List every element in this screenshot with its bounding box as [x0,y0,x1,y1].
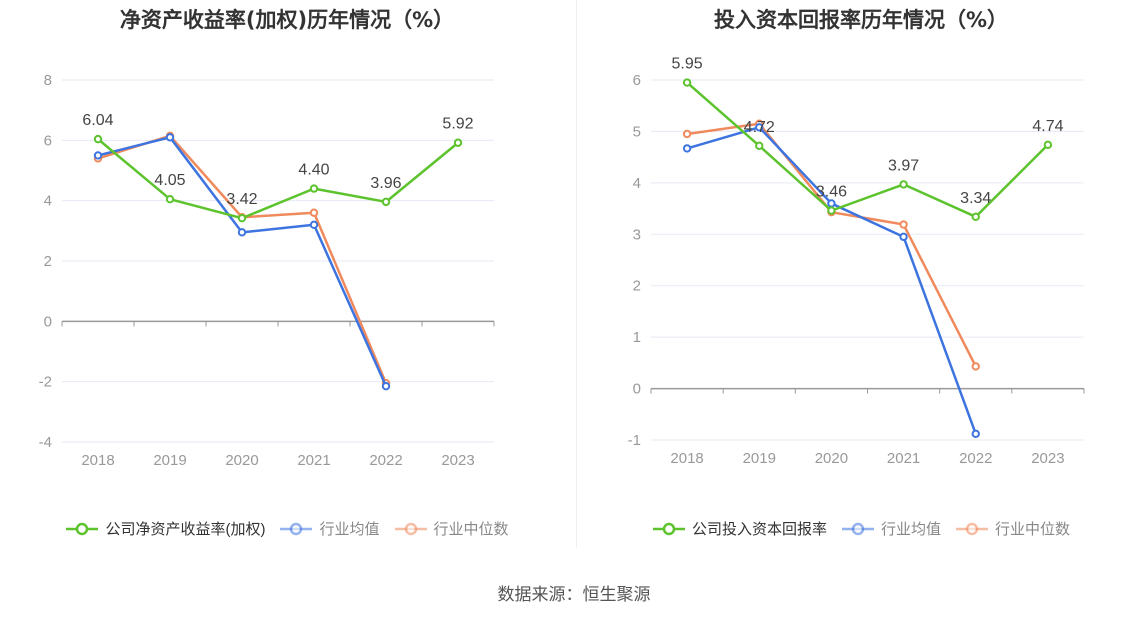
y-tick-label: -2 [39,374,52,391]
x-tick-label: 2023 [1031,450,1064,467]
legend-swatch-icon [394,522,427,535]
x-tick-label: 2022 [369,452,402,469]
y-tick-label: -4 [39,434,52,451]
data-label: 5.95 [672,56,703,73]
legend-label: 行业均值 [319,521,380,538]
data-point-industry-median [309,208,319,217]
series-line-industry-median [97,134,388,384]
data-point-company [309,184,319,193]
series-line-company [686,81,1049,219]
data-point-industry-median [682,129,692,139]
legend-item-company-roic[interactable]: 公司投入资本回报率 [652,518,827,539]
y-tick-label: 5 [633,123,641,140]
data-point-industry-avg [381,381,391,391]
data-label: 3.96 [370,175,401,192]
y-tick-label: -1 [628,432,641,449]
data-source-note: 数据来源：恒生聚源 [497,585,651,605]
data-label: 3.42 [226,191,257,208]
x-tick-label: 2018 [670,450,703,467]
roic-line-chart: -1 0 1 2 3 4 5 6 2018 2019 2020 2021 2022 2023 5.95 4.7… [628,56,1085,467]
data-point-company [971,212,980,222]
series-line-industry-median [686,122,977,368]
chart-legend: 公司投入资本回报率 行业均值 行业中位数 [574,518,1148,539]
data-point-industry-avg [93,151,103,160]
data-point-company [453,138,463,147]
x-tick-label: 2019 [743,450,776,467]
legend-swatch-icon [841,522,874,535]
data-label: 4.05 [154,172,185,189]
legend-swatch-icon [956,522,988,535]
roe-chart-panel: 净资产收益率(加权)历年情况（%） -4 -2 0 2 4 6 8 2018 2019 2020 2… [0,0,574,560]
y-tick-label: 4 [44,193,52,210]
panel-divider [576,0,577,548]
data-point-industry-avg [755,123,764,132]
data-point-industry-avg [899,232,908,242]
y-tick-label: 8 [44,72,52,89]
data-point-industry-avg [971,429,980,439]
data-label: 3.97 [888,157,919,174]
y-tick-label: 6 [44,132,52,149]
data-point-company [899,180,908,189]
legend-item-industry-median[interactable]: 行业中位数 [955,518,1070,539]
legend-item-company-roe[interactable]: 公司净资产收益率(加权) [65,518,265,539]
x-tick-label: 2020 [815,450,848,467]
data-point-company [682,78,692,87]
x-tick-label: 2022 [959,450,992,467]
legend-label: 公司净资产收益率(加权) [105,521,266,538]
y-tick-label: 2 [44,253,52,270]
data-point-industry-avg [237,228,247,237]
x-tick-label: 2018 [81,452,114,469]
legend-label: 行业中位数 [995,521,1071,538]
chart-title: 净资产收益率(加权)历年情况（%） [119,8,455,32]
data-point-company [755,141,764,151]
legend-swatch-icon [280,522,313,535]
data-point-company [93,134,103,144]
x-tick-label: 2021 [887,450,920,467]
data-label: 4.74 [1032,118,1063,135]
data-point-company [237,213,247,223]
x-tick-label: 2020 [225,452,258,469]
y-tick-label: 0 [633,381,641,398]
legend-item-industry-avg[interactable]: 行业均值 [841,518,941,539]
y-tick-label: 6 [633,72,641,89]
data-point-industry-avg [827,199,836,208]
legend-label: 行业均值 [880,521,941,538]
legend-item-industry-median[interactable]: 行业中位数 [394,518,509,539]
legend-label: 公司投入资本回报率 [691,521,827,538]
data-point-industry-median [971,362,980,371]
y-tick-label: 2 [633,278,641,295]
chart-legend: 公司净资产收益率(加权) 行业均值 行业中位数 [0,518,574,539]
x-tick-label: 2021 [297,452,330,469]
data-point-company [827,206,836,215]
data-label: 3.34 [960,190,991,207]
data-point-company [1043,140,1053,150]
data-point-company [165,194,175,204]
data-point-company [381,197,391,207]
roic-chart-panel: 投入资本回报率历年情况（%） -1 0 1 2 3 4 5 6 2018 2019 2020 2021… [574,0,1148,560]
y-tick-label: 0 [44,313,52,330]
x-tick-label: 2019 [153,452,186,469]
y-tick-label: 4 [633,175,641,192]
data-label: 4.72 [744,119,775,136]
legend-swatch-icon [66,522,99,535]
legend-label: 行业中位数 [433,521,509,538]
data-label: 4.40 [298,162,329,179]
legend-swatch-icon [652,522,685,535]
y-tick-label: 1 [633,329,641,346]
data-label: 5.92 [442,116,473,133]
data-label: 6.04 [82,112,113,129]
data-label: 3.46 [816,184,847,201]
series-line-company [97,138,459,220]
roe-line-chart: -4 -2 0 2 4 6 8 2018 2019 2020 2021 2022 2023 6.04 4.0… [39,72,495,469]
data-point-industry-avg [165,133,175,142]
legend-item-industry-avg[interactable]: 行业均值 [279,518,380,539]
data-point-industry-median [899,220,908,229]
chart-title: 投入资本回报率历年情况（%） [713,8,1009,32]
y-tick-label: 3 [633,226,641,243]
data-point-industry-avg [309,220,319,230]
data-point-industry-avg [682,144,692,153]
x-tick-label: 2023 [441,452,474,469]
